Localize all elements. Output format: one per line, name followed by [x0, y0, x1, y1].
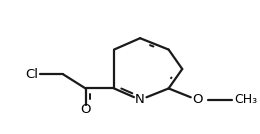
Text: O: O: [80, 103, 91, 116]
Text: O: O: [192, 93, 202, 106]
Text: N: N: [135, 93, 145, 106]
Text: Cl: Cl: [26, 68, 39, 81]
Text: CH₃: CH₃: [234, 93, 257, 106]
